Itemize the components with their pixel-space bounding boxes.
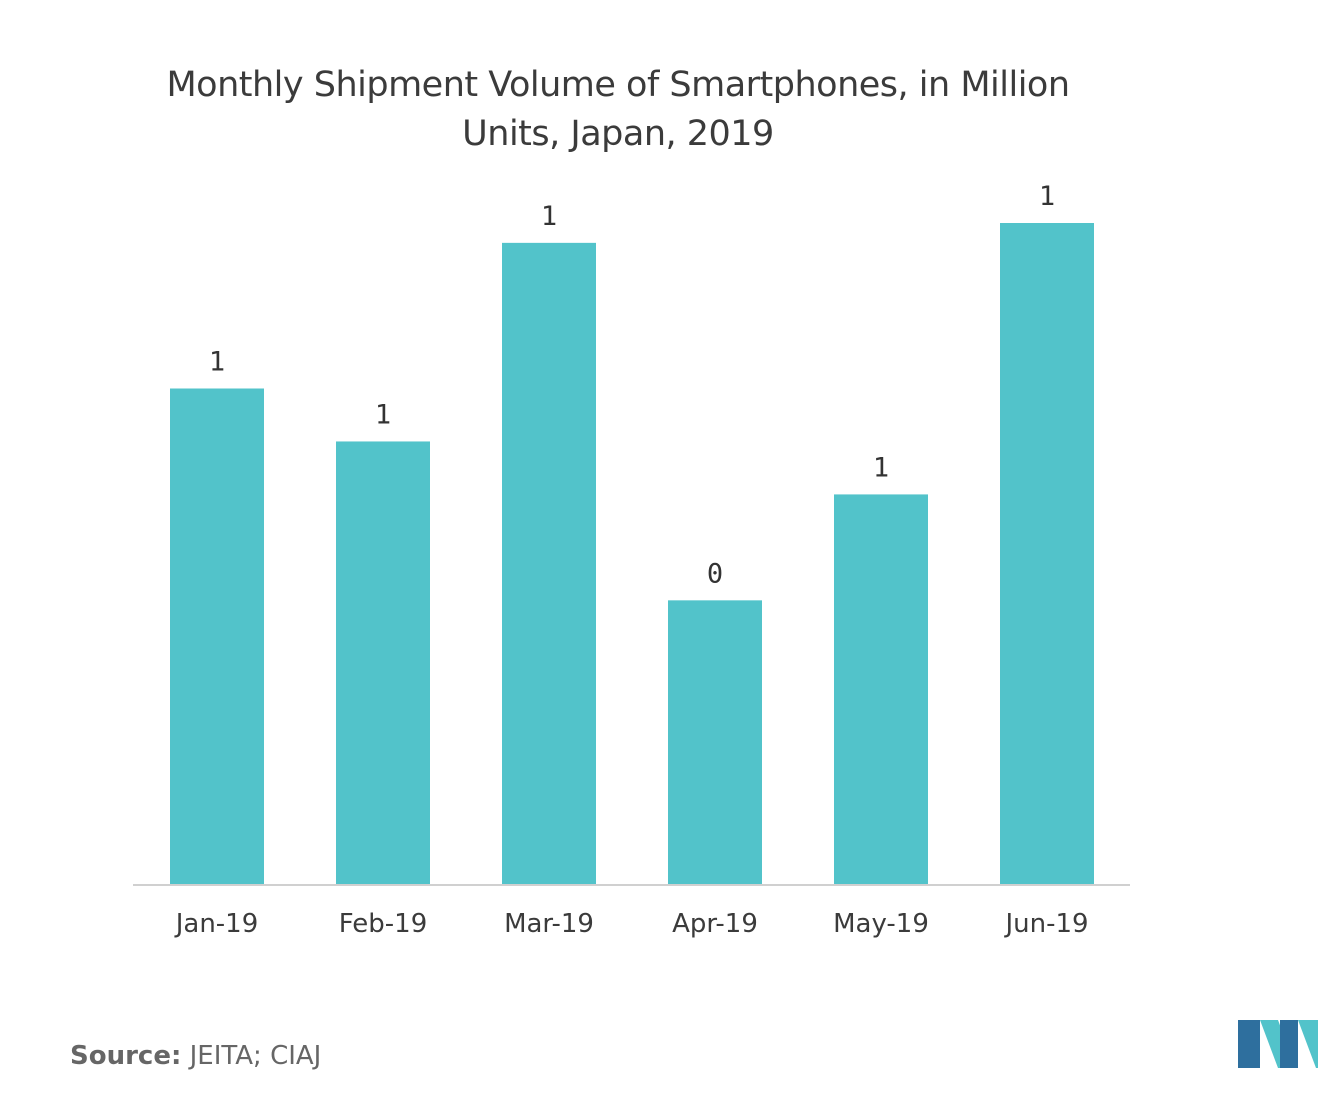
- x-tick-jan-19: Jan-19: [174, 909, 259, 939]
- data-label-feb-19: 1: [375, 399, 391, 430]
- source-note: Source: JEITA; CIAJ: [70, 1041, 321, 1071]
- source-text: JEITA; CIAJ: [181, 1041, 321, 1071]
- x-tick-mar-19: Mar-19: [504, 909, 594, 939]
- bar-mar-19: [502, 242, 596, 886]
- chart-title: Monthly Shipment Volume of Smartphones, …: [166, 65, 1070, 154]
- x-tick-apr-19: Apr-19: [672, 909, 758, 939]
- data-label-mar-19: 1: [541, 201, 557, 232]
- bar-feb-19: [336, 441, 430, 885]
- bar-jan-19: [170, 388, 264, 885]
- data-label-jan-19: 1: [209, 347, 225, 378]
- x-axis-tick-labels: Jan-19 Feb-19 Mar-19 Apr-19 May-19 Jun-19: [174, 909, 1089, 939]
- bar-apr-19: [668, 600, 762, 885]
- data-labels-group: 1 1 1 0 1 1: [209, 181, 1055, 589]
- mordor-intelligence-logo: [1238, 1020, 1318, 1068]
- bars-group: [170, 223, 1094, 886]
- x-tick-jun-19: Jun-19: [1003, 909, 1088, 939]
- x-tick-may-19: May-19: [833, 909, 929, 939]
- source-prefix: Source:: [70, 1041, 181, 1071]
- bar-may-19: [834, 494, 928, 885]
- x-tick-feb-19: Feb-19: [339, 909, 428, 939]
- chart-title-line-1: Monthly Shipment Volume of Smartphones, …: [166, 65, 1069, 105]
- svg-text:Source: JEITA; CIAJ: Source: JEITA; CIAJ: [70, 1041, 321, 1071]
- data-label-jun-19: 1: [1039, 181, 1055, 212]
- data-label-may-19: 1: [873, 452, 889, 483]
- bar-jun-19: [1000, 223, 1094, 885]
- chart-title-line-2: Units, Japan, 2019: [462, 114, 774, 154]
- data-label-apr-19: 0: [707, 558, 723, 589]
